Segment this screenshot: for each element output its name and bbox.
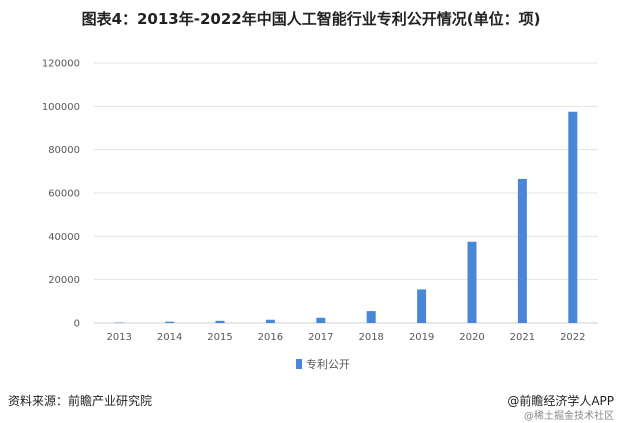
chart-title: 图表4：2013年-2022年中国人工智能行业专利公开情况(单位：项) — [81, 10, 541, 28]
legend-label: 专利公开 — [306, 357, 350, 371]
x-tick-label: 2013 — [106, 332, 131, 343]
x-tick-label: 2017 — [308, 332, 333, 343]
gridlines — [94, 62, 598, 324]
x-tick-label: 2021 — [510, 332, 535, 343]
platform-watermark: @稀土掘金技术社区 — [524, 411, 614, 422]
x-tick-label: 2018 — [358, 332, 383, 343]
bar-2013 — [114, 322, 124, 324]
y-tick-label: 80000 — [48, 145, 80, 156]
legend: 专利公开 — [296, 357, 350, 371]
x-axis-ticks: 2013 2014 2015 2016 2017 2018 2019 2020 2021 2022 — [106, 332, 585, 343]
bar-2014 — [165, 321, 175, 323]
bar-2020 — [467, 241, 477, 323]
y-tick-label: 40000 — [48, 232, 80, 243]
y-tick-label: 0 — [74, 319, 80, 330]
brand-credit: @前瞻经济学人APP — [507, 394, 614, 408]
bar-2017 — [316, 317, 326, 323]
bar-2019 — [417, 289, 427, 323]
y-tick-label: 120000 — [42, 59, 80, 70]
x-tick-label: 2019 — [409, 332, 434, 343]
x-tick-label: 2016 — [258, 332, 283, 343]
x-tick-label: 2014 — [157, 332, 182, 343]
y-tick-label: 20000 — [48, 275, 80, 286]
bar-2016 — [265, 319, 275, 323]
y-axis-ticks: 0 20000 40000 60000 80000 100000 120000 — [42, 59, 80, 330]
y-tick-label: 100000 — [42, 102, 80, 113]
bar-2018 — [366, 311, 376, 323]
legend-swatch — [296, 359, 302, 369]
bar-2021 — [517, 178, 527, 323]
bars — [114, 111, 578, 324]
x-tick-label: 2020 — [459, 332, 484, 343]
x-tick-label: 2022 — [560, 332, 585, 343]
y-tick-label: 60000 — [48, 189, 80, 200]
bar-2015 — [215, 320, 225, 323]
x-tick-label: 2015 — [207, 332, 232, 343]
bar-2022 — [568, 111, 578, 323]
source-note: 资料来源：前瞻产业研究院 — [8, 394, 153, 408]
